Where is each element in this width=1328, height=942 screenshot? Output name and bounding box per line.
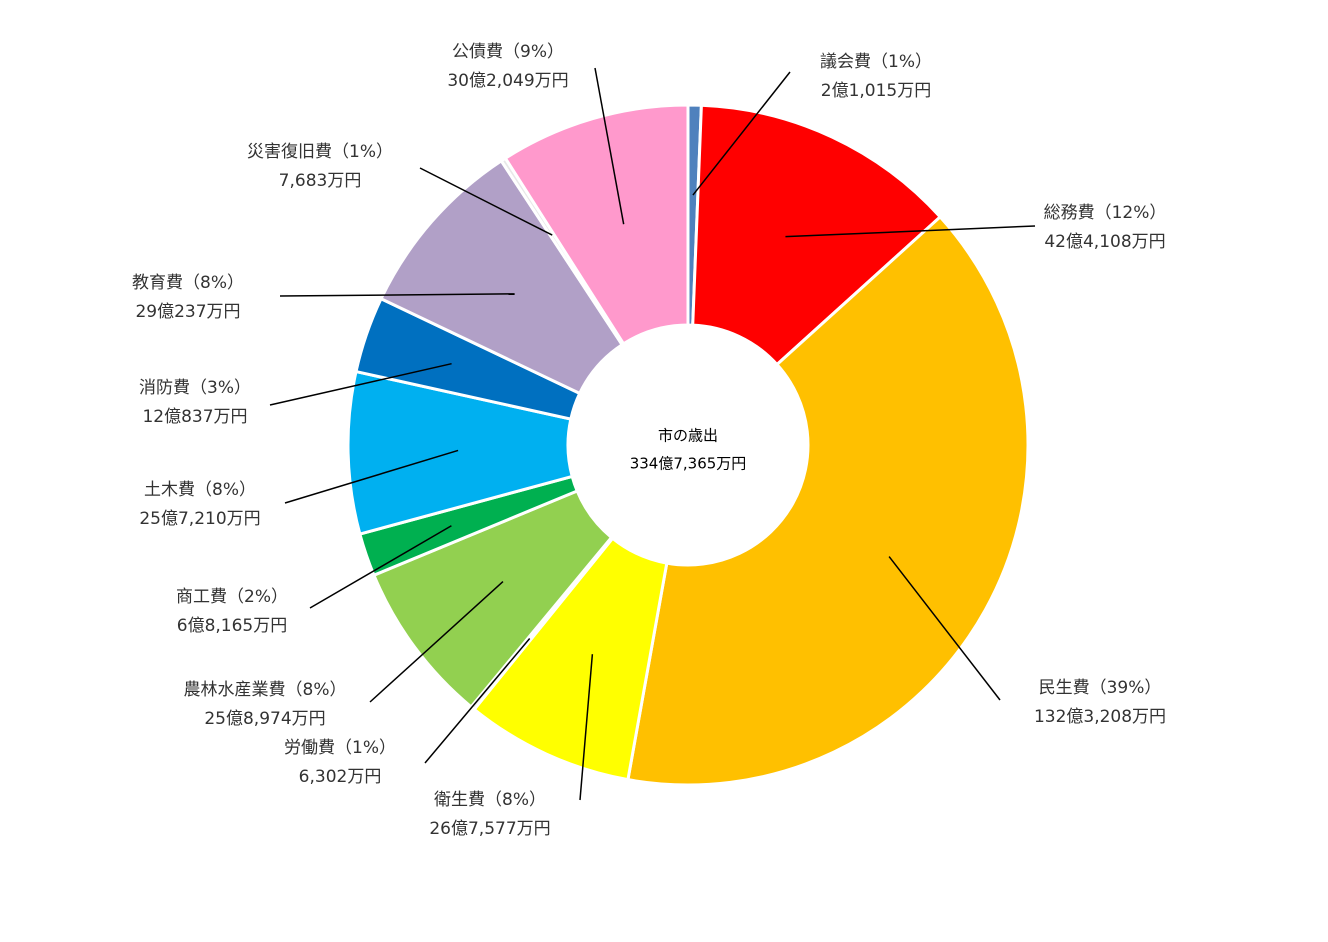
value-label: 6億8,165万円	[177, 616, 287, 636]
slice-label: 教育費（8%）	[132, 273, 244, 293]
leader-line	[692, 71, 791, 196]
slice	[379, 158, 625, 396]
leader-line	[594, 67, 625, 225]
value-label: 7,683万円	[279, 171, 362, 191]
value-label: 25億7,210万円	[139, 509, 260, 529]
leader-line	[579, 654, 594, 801]
value-label: 6,302万円	[299, 767, 382, 787]
value-label: 25億8,974万円	[204, 709, 325, 729]
leader-line	[284, 449, 459, 504]
value-label: 26億7,577万円	[429, 819, 550, 839]
slice-label: 農林水産業費（8%）	[184, 680, 347, 700]
value-label: 12億837万円	[142, 407, 247, 427]
leader-line	[369, 581, 504, 703]
center-title: 市の歳出	[658, 427, 718, 445]
slice-label: 民生費（39%）	[1039, 678, 1162, 698]
slice-label: 商工費（2%）	[176, 587, 288, 607]
slice-label: 衛生費（8%）	[434, 790, 546, 810]
value-label: 2億1,015万円	[821, 81, 931, 101]
center-total: 334億7,365万円	[630, 455, 747, 473]
leader-line	[888, 556, 1001, 701]
value-label: 42億4,108万円	[1044, 232, 1165, 252]
value-label: 132億3,208万円	[1034, 707, 1166, 727]
slice-label: 労働費（1%）	[284, 738, 396, 758]
leader-line	[309, 525, 452, 609]
leader-line	[424, 637, 531, 764]
slice	[472, 536, 669, 782]
leader-line	[279, 293, 515, 297]
slice-label: 消防費（3%）	[139, 378, 251, 398]
slice-label: 議会費（1%）	[820, 52, 932, 72]
value-label: 29億237万円	[135, 302, 240, 322]
leader-line	[785, 225, 1036, 238]
leader-line	[419, 167, 553, 236]
slice-label: 土木費（8%）	[144, 480, 256, 500]
slice-label: 災害復旧費（1%）	[247, 142, 393, 162]
slice	[626, 214, 1030, 787]
slice-label: 公債費（9%）	[452, 42, 564, 62]
leader-line	[269, 362, 452, 406]
value-label: 30億2,049万円	[447, 71, 568, 91]
slice-label: 総務費（12%）	[1044, 203, 1167, 223]
donut	[346, 103, 1030, 787]
slice	[503, 103, 690, 346]
